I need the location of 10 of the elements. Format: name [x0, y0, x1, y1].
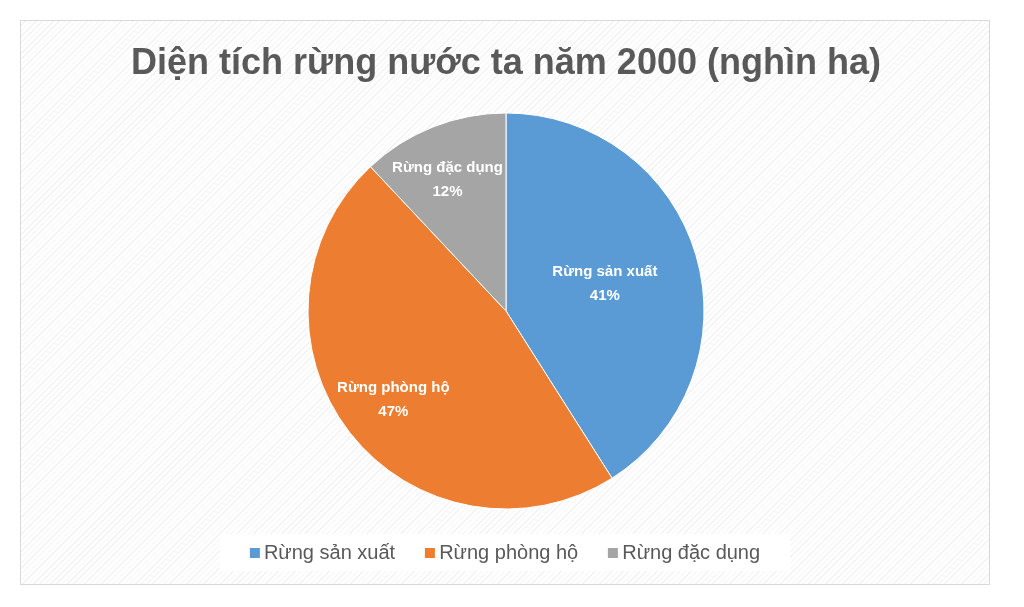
legend-label: Rừng đặc dụng — [622, 541, 761, 564]
slice-label: Rừng sản xuất — [552, 261, 658, 279]
data-label: 47% — [378, 401, 409, 419]
legend-label: Rừng phòng hộ — [439, 541, 579, 564]
legend-label: Rừng sản xuất — [263, 541, 396, 564]
data-label: 41% — [589, 285, 620, 303]
slice-label: Rừng phòng hộ — [337, 377, 450, 395]
chart-title: Diện tích rừng nước ta năm 2000 (nghìn ha) — [130, 40, 882, 84]
data-label: 12% — [432, 181, 463, 199]
slice-label: Rừng đặc dụng — [392, 157, 503, 175]
